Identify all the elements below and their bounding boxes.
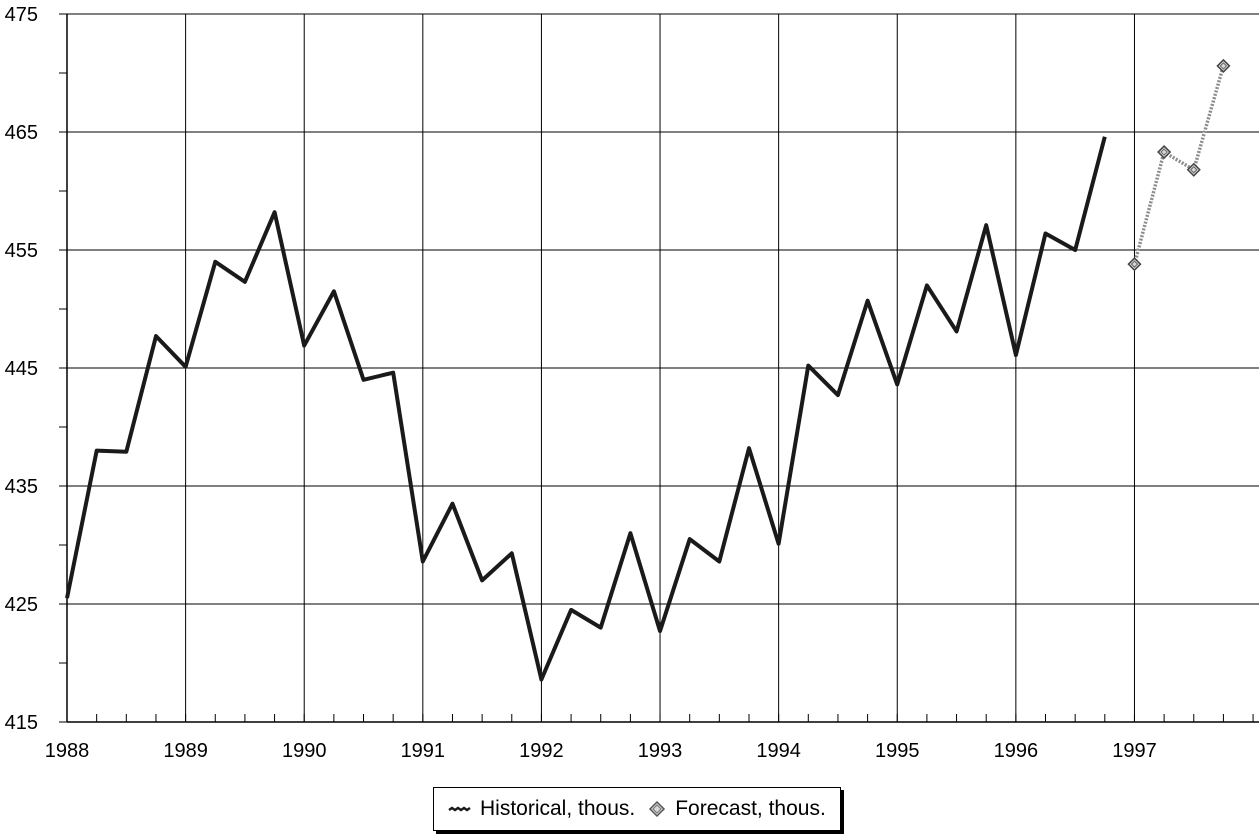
y-tick-label: 475 [5,4,38,26]
tick-labels: 415 425 435 445 455 465 475 1988 1989 1990 1991 199… [5,4,1157,762]
x-tick-label: 1988 [45,740,90,762]
legend-item-forecast: Forecast, thous. [647,797,826,821]
y-tick-label: 425 [5,594,38,616]
forecast-diamond-icon [649,800,666,818]
series-layer [65,58,1231,682]
legend-label-historical: Historical, thous. [480,797,636,820]
x-tick-label: 1996 [994,740,1039,762]
forecast-marker [1186,162,1201,177]
y-tick-label: 415 [5,712,38,734]
legend: Historical, thous. Forecast, thous. [433,787,841,831]
y-tick-label: 455 [5,240,38,262]
axes [59,13,1259,723]
x-tick-label: 1989 [163,740,208,762]
forecast-marker [1127,257,1142,272]
x-tick-label: 1994 [756,740,801,762]
y-tick-label: 465 [5,122,38,144]
x-tick-label: 1992 [519,740,564,762]
legend-item-historical: Historical, thous. [448,797,635,821]
forecast-marker-inner [1219,62,1228,70]
forecast-marker-inner [1160,148,1168,156]
y-tick-label: 435 [5,476,38,498]
y-tick-label: 445 [5,358,38,380]
grid [66,13,1259,723]
x-tick-label: 1990 [282,740,327,762]
x-tick-label: 1993 [638,740,683,762]
series-line-historical [65,136,1107,682]
forecast-marker [1157,144,1172,160]
legend-label-forecast: Forecast, thous. [675,797,826,820]
historical-line-icon [448,806,471,812]
forecast-marker [1216,58,1231,73]
forecast-marker-inner [1130,260,1139,268]
series-line-forecast [1132,65,1226,265]
x-tick-label: 1995 [875,740,920,762]
x-tick-label: 1997 [1112,740,1157,762]
x-tick-label: 1991 [401,740,446,762]
forecast-marker-inner [1190,166,1198,174]
